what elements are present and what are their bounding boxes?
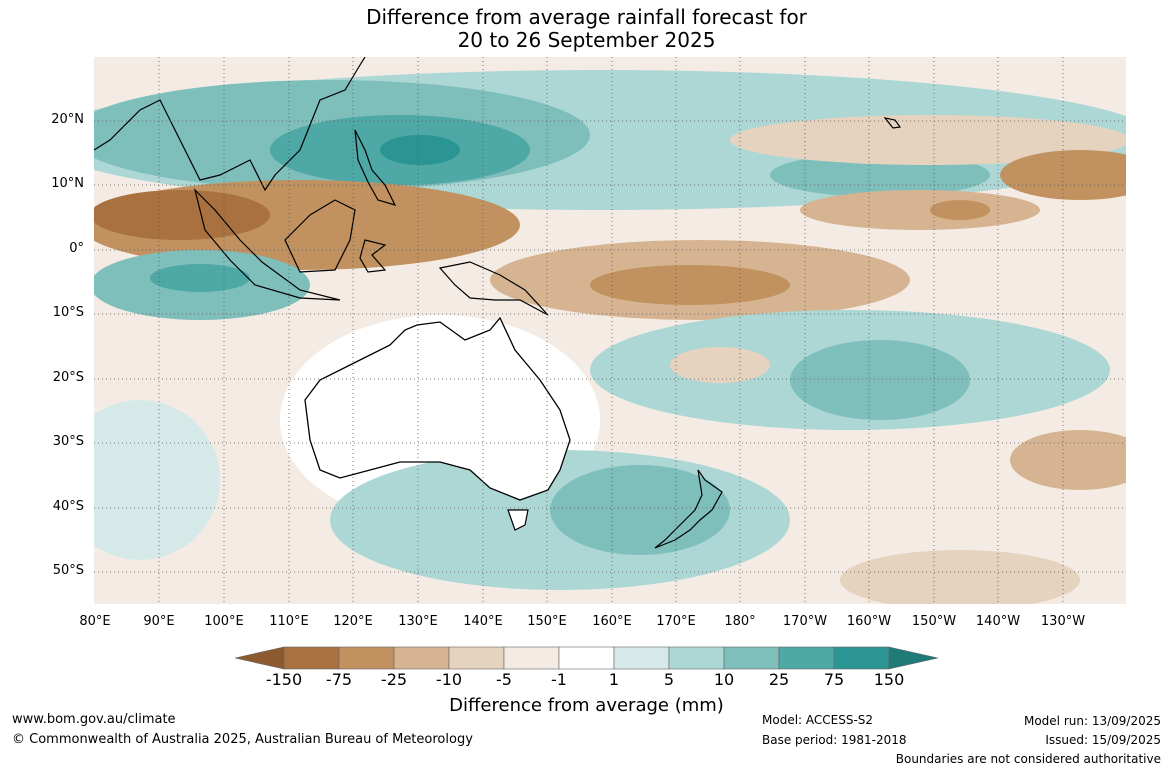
model-name: Model: ACCESS-S2 xyxy=(762,713,874,727)
colorbar-extend-high xyxy=(888,646,939,670)
colorbar-segment xyxy=(613,646,670,670)
base-period: Base period: 1981-2018 xyxy=(762,733,907,747)
lon-label-140w: 140°W xyxy=(975,614,1021,629)
lat-label-20s: 20°S xyxy=(52,370,84,385)
lon-label-120e: 120°E xyxy=(333,614,373,629)
subtropical-dry-band xyxy=(800,190,1040,230)
colorbar-tick: 5 xyxy=(663,670,675,689)
sulawesi-coastline xyxy=(359,239,387,273)
colorbar-segment xyxy=(338,646,395,670)
lat-label-10n: 10°N xyxy=(51,176,84,191)
colorbar-tick: 10 xyxy=(713,670,735,689)
colorbar-tick: -10 xyxy=(435,670,463,689)
colorbar-tick: -1 xyxy=(551,670,567,689)
lon-label-110e: 110°E xyxy=(269,614,309,629)
colorbar-segment xyxy=(778,646,835,670)
tasmania-coastline xyxy=(507,509,529,531)
new-guinea-coastline xyxy=(438,261,549,316)
colorbar-segment xyxy=(833,646,890,670)
lon-label-90e: 90°E xyxy=(143,614,175,629)
colorbar-tick: -75 xyxy=(325,670,353,689)
lon-label-180: 180° xyxy=(724,614,756,629)
colorbar-tick: -5 xyxy=(496,670,512,689)
website-link[interactable]: www.bom.gov.au/climate xyxy=(12,712,176,727)
asia-coastline xyxy=(94,57,366,192)
colorbar-tick: -150 xyxy=(265,670,303,689)
lon-label-170e: 170°E xyxy=(656,614,696,629)
southern-indian-ocean-wet-zone xyxy=(94,400,220,560)
north-pacific-dry-band xyxy=(730,115,1126,165)
philippine-sea-wet-max xyxy=(380,135,460,165)
lon-label-140e: 140°E xyxy=(463,614,503,629)
new-zealand-coastline xyxy=(654,469,723,549)
colorbar-tick: 25 xyxy=(768,670,790,689)
lat-label-50s: 50°S xyxy=(52,563,84,578)
australia-coastline xyxy=(304,316,571,501)
coral-sea-dry-patch xyxy=(670,347,770,383)
model-run-date: Model run: 13/09/2025 xyxy=(1023,714,1161,728)
colorbar-tick: -25 xyxy=(380,670,408,689)
colorbar-segment xyxy=(393,646,450,670)
equatorial-pacific-dry-core xyxy=(590,265,790,305)
eastern-indian-ocean-dry-core xyxy=(94,190,270,240)
lon-label-130w: 130°W xyxy=(1040,614,1086,629)
south-pacific-wet-core xyxy=(790,340,970,420)
borneo-coastline xyxy=(284,199,356,273)
colorbar-segment xyxy=(448,646,505,670)
lat-label-30s: 30°S xyxy=(52,434,84,449)
colorbar-tick: 75 xyxy=(823,670,845,689)
colorbar-tick: 1 xyxy=(608,670,620,689)
lat-label-20n: 20°N xyxy=(51,112,84,127)
map-title-line-1: Difference from average rainfall forecas… xyxy=(366,5,807,29)
colorbar-segment xyxy=(723,646,780,670)
subtropical-dry-core xyxy=(930,200,990,220)
sumatra-java-coastline xyxy=(193,188,341,301)
map-graticule xyxy=(94,57,1126,604)
lon-label-160e: 160°E xyxy=(592,614,632,629)
map-title-line-2: 20 to 26 September 2025 xyxy=(457,28,716,52)
southeast-pacific-dry-zone xyxy=(1010,430,1126,490)
colorbar xyxy=(234,646,939,670)
colorbar-segment xyxy=(558,646,615,670)
philippines-coastline xyxy=(354,129,397,206)
lon-label-150e: 150°E xyxy=(527,614,567,629)
lon-label-80e: 80°E xyxy=(79,614,111,629)
copyright-text: © Commonwealth of Australia 2025, Austra… xyxy=(12,732,473,747)
boundaries-disclaimer: Boundaries are not considered authoritat… xyxy=(895,752,1161,766)
lon-label-150w: 150°W xyxy=(911,614,957,629)
java-sea-wet-core xyxy=(150,264,250,292)
colorbar-segment xyxy=(283,646,340,670)
colorbar-extend-low xyxy=(234,646,285,670)
lon-label-130e: 130°E xyxy=(398,614,438,629)
lat-label-40s: 40°S xyxy=(52,499,84,514)
colorbar-title: Difference from average (mm) xyxy=(449,695,724,716)
colorbar-segment xyxy=(503,646,560,670)
southern-pacific-dry-zone xyxy=(840,550,1080,604)
lon-label-100e: 100°E xyxy=(204,614,244,629)
issued-date: Issued: 15/09/2025 xyxy=(1045,733,1161,747)
lat-label-0: 0° xyxy=(69,241,84,256)
lat-label-10s: 10°S xyxy=(52,305,84,320)
colorbar-segment xyxy=(668,646,725,670)
northeast-pacific-dry-zone xyxy=(1000,150,1126,200)
hawaii-islands xyxy=(883,117,902,129)
colorbar-tick: 150 xyxy=(873,670,905,689)
lon-label-160w: 160°W xyxy=(846,614,892,629)
new-zealand-wet-core xyxy=(550,465,730,555)
lon-label-170w: 170°W xyxy=(782,614,828,629)
